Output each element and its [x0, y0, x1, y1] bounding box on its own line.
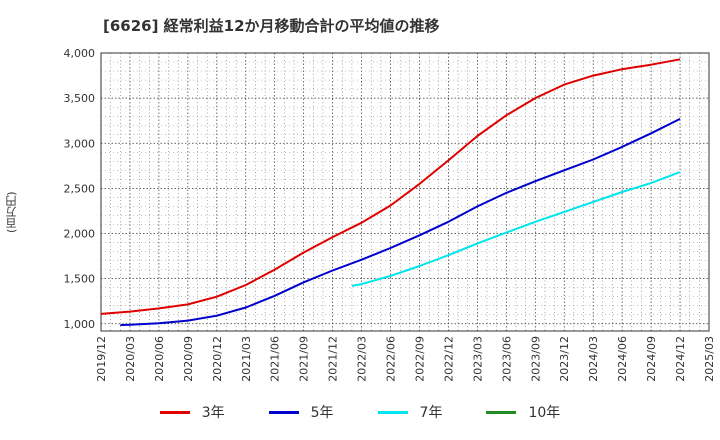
- legend-swatch: [486, 410, 517, 414]
- y-tick-label: 4,000: [64, 47, 96, 60]
- legend-label: 10年: [528, 405, 561, 421]
- x-tick-label: 2023/09: [529, 336, 542, 382]
- x-tick-label: 2020/12: [211, 336, 224, 382]
- x-tick-label: 2024/03: [587, 336, 600, 382]
- x-tick-label: 2023/12: [558, 336, 571, 382]
- x-tick-label: 2025/03: [703, 336, 716, 382]
- x-tick-label: 2021/12: [327, 336, 340, 382]
- y-tick-label: 3,500: [64, 92, 96, 105]
- legend-item: 3年: [159, 402, 225, 422]
- chart-title: [6626] 経常利益12か月移動合計の平均値の推移: [103, 17, 440, 35]
- y-tick-label: 2,500: [64, 182, 96, 195]
- x-tick-label: 2024/06: [616, 336, 629, 382]
- x-tick-label: 2020/03: [124, 336, 137, 382]
- x-tick-label: 2024/09: [645, 336, 658, 382]
- y-tick-label: 1,500: [64, 273, 96, 286]
- series-line-7年: [351, 171, 681, 287]
- x-tick-label: 2021/03: [240, 336, 253, 382]
- x-tick-label: 2021/06: [269, 336, 282, 382]
- x-tick-label: 2020/06: [153, 336, 166, 382]
- x-tick-label: 2022/09: [413, 336, 426, 382]
- x-tick-label: 2019/12: [95, 336, 108, 382]
- x-tick-label: 2023/06: [500, 336, 513, 382]
- x-tick-label: 2022/06: [385, 336, 398, 382]
- y-tick-label: 3,000: [64, 137, 96, 150]
- series-line-3年: [100, 58, 681, 315]
- legend: 3年 5年 7年 10年: [0, 402, 720, 422]
- x-tick-label: 2022/12: [442, 336, 455, 382]
- x-tick-label: 2022/03: [356, 336, 369, 382]
- legend-swatch: [159, 410, 190, 414]
- series-line-5年: [120, 118, 681, 327]
- legend-swatch: [377, 410, 408, 414]
- legend-item: 10年: [486, 402, 560, 422]
- legend-swatch: [268, 410, 299, 414]
- legend-label: 3年: [201, 405, 225, 421]
- legend-label: 5年: [310, 405, 334, 421]
- plot-frame: [100, 52, 710, 332]
- y-tick-label: 2,000: [64, 228, 96, 241]
- legend-label: 7年: [419, 405, 443, 421]
- x-tick-label: 2021/09: [298, 336, 311, 382]
- x-tick-label: 2024/12: [674, 336, 687, 382]
- x-tick-label: 2020/09: [182, 336, 195, 382]
- legend-item: 5年: [268, 402, 334, 422]
- y-tick-label: 1,000: [64, 318, 96, 331]
- x-tick-label: 2023/03: [471, 336, 484, 382]
- legend-item: 7年: [377, 402, 443, 422]
